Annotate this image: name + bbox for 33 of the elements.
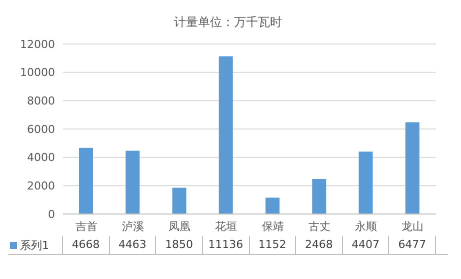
- x-tick-label: 古丈: [308, 220, 330, 233]
- y-tick-label: 4000: [27, 151, 55, 164]
- data-label: 4668: [63, 236, 110, 254]
- bar: [358, 152, 373, 214]
- y-tick-label: 2000: [27, 180, 55, 193]
- legend-label: 系列1: [20, 238, 49, 252]
- x-tick-label: 花垣: [215, 220, 238, 233]
- x-tick-label: 永顺: [355, 220, 378, 233]
- x-tick-label: 凤凰: [168, 220, 191, 233]
- bar: [172, 188, 186, 214]
- y-tick-label: 12000: [20, 38, 55, 51]
- data-label: 11136: [202, 236, 250, 254]
- x-tick-label: 泸溪: [122, 220, 144, 233]
- data-label: 1850: [156, 236, 203, 254]
- y-tick-label: 8000: [27, 94, 55, 108]
- bar: [312, 179, 326, 214]
- bar: [79, 148, 93, 214]
- y-tick-label: 0: [48, 208, 55, 221]
- data-label: 6477: [389, 236, 436, 254]
- bar: [405, 122, 420, 214]
- chart-title: 计量单位：万千瓦时: [173, 14, 283, 31]
- y-tick-label: 10000: [20, 66, 55, 80]
- x-tick-label: 吉首: [75, 220, 98, 233]
- data-label: 2468: [296, 236, 343, 254]
- data-label: 1152: [250, 236, 296, 254]
- x-tick-label: 龙山: [402, 220, 424, 233]
- data-label: 4407: [342, 236, 390, 254]
- y-tick-label: 6000: [27, 122, 55, 136]
- bar: [126, 150, 140, 214]
- bar: [218, 56, 233, 214]
- data-label: 4463: [110, 236, 156, 254]
- bar: [266, 198, 280, 214]
- x-tick-label: 保靖: [262, 220, 284, 233]
